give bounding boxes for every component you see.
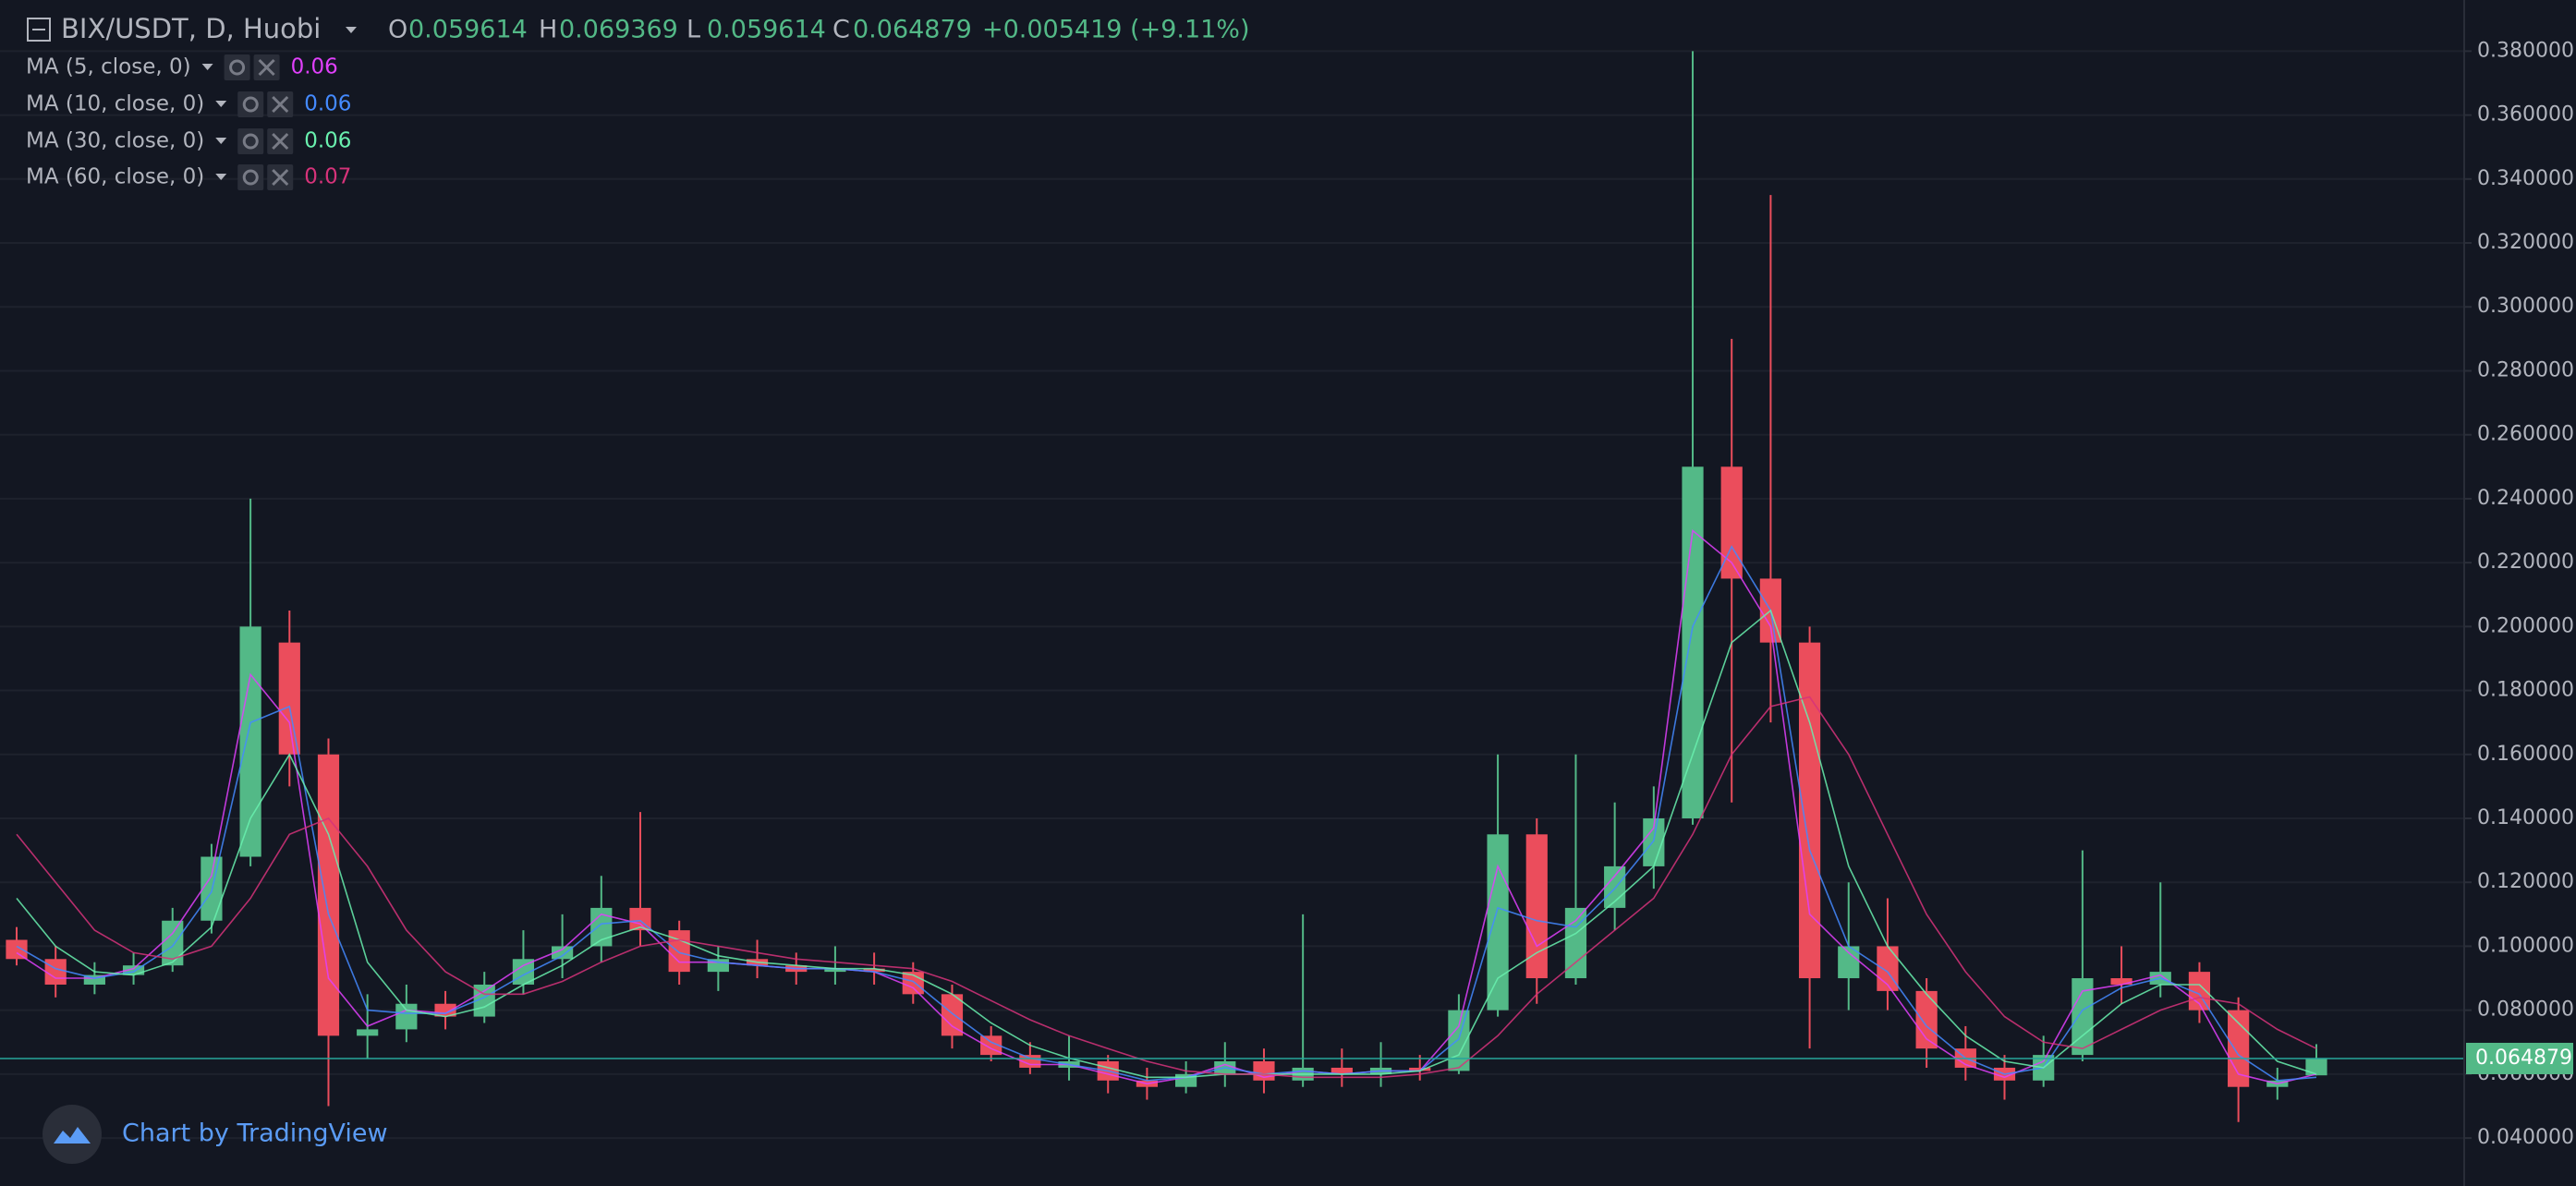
ohlc-key: O: [388, 16, 407, 44]
y-tick-label: 0.240000: [2477, 487, 2574, 510]
ma-settings-icon: [242, 96, 259, 113]
y-tick-label: 0.320000: [2477, 231, 2574, 254]
ma-settings-button[interactable]: [237, 164, 264, 190]
candle-body: [44, 959, 67, 985]
candle-body: [941, 994, 964, 1036]
ma-dropdown[interactable]: [215, 101, 227, 107]
ma-legend-name[interactable]: MA (5, close, 0): [26, 55, 191, 79]
ma-settings-button[interactable]: [237, 91, 264, 117]
ma-settings-icon: [242, 133, 259, 150]
candle-body: [395, 1003, 418, 1030]
ma-dropdown[interactable]: [201, 64, 213, 70]
ma-legend-value: 0.06: [291, 55, 338, 79]
ohlc-value: 0.059614: [408, 16, 528, 44]
ma-remove-icon: [258, 58, 275, 77]
candle-body: [863, 968, 885, 973]
symbol-title[interactable]: BIX/USDT, D, Huobi: [61, 13, 321, 44]
ma-line: [16, 696, 2317, 1079]
y-tick-label: 0.120000: [2477, 870, 2574, 893]
ohlc-key: H: [539, 16, 557, 44]
candle-body: [1720, 466, 1743, 579]
symbol-dropdown[interactable]: [346, 27, 357, 33]
last-price-box: [2466, 1042, 2573, 1074]
ma-legend-value: 0.06: [304, 92, 351, 116]
candle-body: [1487, 834, 1509, 1011]
ma-settings-button[interactable]: [237, 128, 264, 154]
watermark-text[interactable]: Chart by TradingView: [122, 1119, 388, 1148]
ma-line: [16, 609, 2317, 1079]
last-price-label: 0.064879: [2475, 1047, 2572, 1070]
ohlc-key: L: [687, 16, 700, 44]
ma-settings-icon: [242, 169, 259, 186]
ma-legend-name[interactable]: MA (30, close, 0): [26, 129, 204, 153]
ma-dropdown[interactable]: [215, 174, 227, 180]
price-axis: 0.0400000.0600000.0800000.1000000.120000…: [2464, 39, 2574, 1149]
y-tick-label: 0.200000: [2477, 614, 2574, 637]
ma-legend-value: 0.06: [304, 129, 351, 153]
candle-body: [1798, 642, 1821, 979]
watermark[interactable]: Chart by TradingView: [43, 1105, 388, 1164]
ma-legend-name[interactable]: MA (10, close, 0): [26, 92, 204, 116]
candle-body: [1525, 834, 1548, 979]
y-tick-label: 0.360000: [2477, 103, 2574, 127]
y-tick-label: 0.340000: [2477, 167, 2574, 190]
candle-body: [668, 930, 690, 973]
candle-body: [1448, 1010, 1470, 1071]
ohlc-value: 0.069369: [559, 16, 678, 44]
y-tick-label: 0.260000: [2477, 423, 2574, 446]
y-tick-label: 0.160000: [2477, 743, 2574, 766]
candle-body: [1643, 817, 1665, 866]
ma-legend-value: 0.07: [304, 165, 351, 189]
candle-body: [83, 974, 105, 985]
change-value: +0.005419 (+9.11%): [982, 16, 1250, 44]
candle-body: [552, 946, 574, 960]
candle-body: [1915, 990, 1938, 1049]
y-tick-label: 0.140000: [2477, 806, 2574, 829]
logo-circle: [43, 1105, 102, 1164]
candle-body: [122, 965, 145, 975]
y-tick-label: 0.280000: [2477, 358, 2574, 381]
candle-body: [1331, 1067, 1353, 1074]
ohlc-value: 0.064879: [853, 16, 972, 44]
candle-body: [2228, 1010, 2250, 1087]
logo-mark: [54, 1127, 91, 1144]
y-tick-label: 0.100000: [2477, 934, 2574, 957]
candle-body: [2072, 978, 2094, 1056]
y-tick-label: 0.080000: [2477, 998, 2574, 1022]
ohlc-key: C: [832, 16, 850, 44]
ohlc-value: 0.059614: [707, 16, 826, 44]
ma-remove-icon: [272, 168, 289, 187]
candle-body: [2110, 978, 2132, 985]
candle-body: [2305, 1058, 2327, 1076]
y-tick-label: 0.220000: [2477, 551, 2574, 574]
ma-line: [16, 545, 2317, 1082]
candle-body: [824, 968, 846, 973]
ma-dropdown[interactable]: [215, 138, 227, 144]
candle-body: [1409, 1067, 1431, 1071]
ma-remove-icon: [272, 132, 289, 151]
candle-body: [162, 920, 184, 966]
ma-remove-icon: [272, 95, 289, 114]
candle-body: [1838, 946, 1860, 979]
candle-body: [1682, 466, 1704, 818]
y-tick-label: 0.380000: [2477, 39, 2574, 62]
ma-settings-icon: [229, 59, 246, 76]
y-tick-label: 0.040000: [2477, 1126, 2574, 1149]
ma-legend-name[interactable]: MA (60, close, 0): [26, 165, 204, 189]
candle-body: [278, 642, 300, 755]
candle-body: [6, 939, 28, 960]
plot-area: [0, 51, 2464, 1122]
legend: BIX/USDT, D, Huobi O 0.059614 H 0.069369 L 0.…: [26, 13, 1250, 190]
y-tick-label: 0.300000: [2477, 295, 2574, 318]
candle-body: [239, 626, 261, 857]
collapse-icon[interactable]: [27, 18, 51, 42]
candle-body: [317, 754, 340, 1036]
y-tick-label: 0.180000: [2477, 679, 2574, 702]
ma-settings-button[interactable]: [224, 54, 250, 80]
candle-body: [357, 1029, 379, 1036]
candle-body: [590, 907, 613, 947]
